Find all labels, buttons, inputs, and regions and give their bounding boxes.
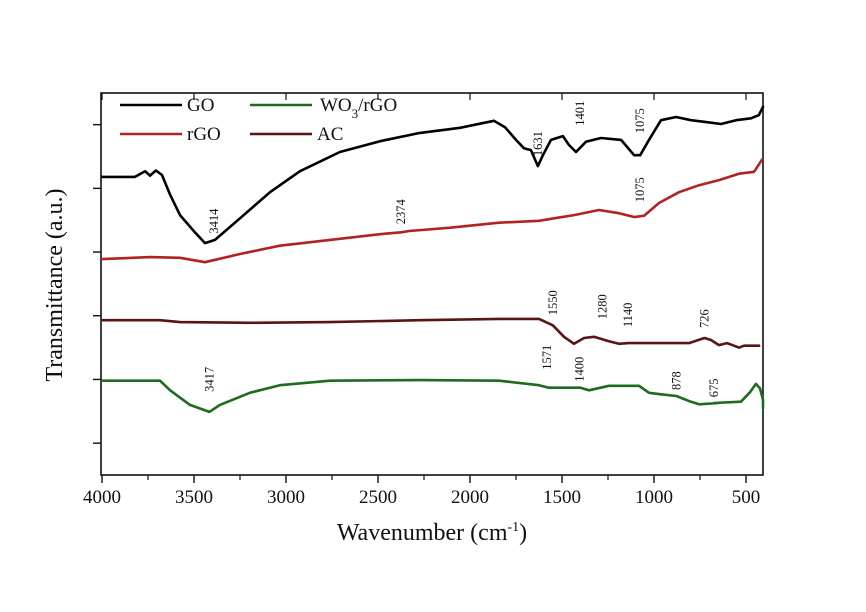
x-tick-label: 3500: [175, 487, 213, 508]
peak-label: 1280: [596, 294, 610, 319]
plot-area: [100, 92, 764, 476]
legend: GO WO3/rGO rGO AC: [120, 95, 397, 145]
series-line-go: [100, 105, 765, 245]
x-tick-label: 4000: [83, 487, 121, 508]
peak-label: 1400: [572, 357, 586, 382]
peak-label: 1075: [633, 177, 647, 202]
legend-label: rGO: [187, 124, 221, 145]
x-tick-label: 500: [732, 487, 761, 508]
plot-frame: [100, 92, 764, 476]
peak-label: 3414: [207, 208, 221, 234]
peak-label: 675: [707, 379, 721, 398]
x-tick-label: 3000: [267, 487, 305, 508]
x-axis-ticks: 4000 3500 3000 2500 2000 1500 1000 500: [83, 93, 760, 508]
legend-item: AC: [250, 124, 343, 145]
legend-label: GO: [187, 95, 214, 116]
series-lines: [100, 105, 765, 414]
series-line-wo3-rgo: [100, 378, 765, 414]
x-axis-title: Wavenumber (cm-1): [337, 520, 527, 546]
peak-label: 1571: [540, 345, 554, 370]
legend-label: AC: [317, 124, 343, 145]
peak-label: 1550: [546, 290, 560, 315]
peak-label: 1631: [531, 131, 545, 156]
peak-label: 726: [697, 309, 711, 328]
legend-item: rGO: [120, 124, 221, 145]
peak-label: 878: [669, 371, 683, 390]
peak-label: 2374: [394, 199, 408, 225]
legend-item: WO3/rGO: [250, 95, 397, 121]
series-line-ac: [100, 317, 761, 349]
peak-label: 1401: [573, 101, 587, 126]
peak-label: 1140: [621, 303, 635, 328]
x-tick-label: 1000: [635, 487, 673, 508]
x-tick-label: 1500: [543, 487, 581, 508]
y-axis-ticks: [93, 123, 101, 444]
peak-label: 3417: [202, 367, 216, 392]
x-tick-label: 2000: [451, 487, 489, 508]
peak-annotations: 3414 1631 1401 1075 2374 1075 1550 1280 1140 726 3…: [202, 101, 721, 398]
series-line-rgo: [100, 158, 764, 264]
legend-item: GO: [120, 95, 214, 116]
x-tick-label: 2500: [359, 487, 397, 508]
peak-label: 1075: [633, 108, 647, 133]
legend-label: WO3/rGO: [320, 95, 397, 121]
y-axis-title: Transmittance (a.u.): [42, 188, 68, 381]
